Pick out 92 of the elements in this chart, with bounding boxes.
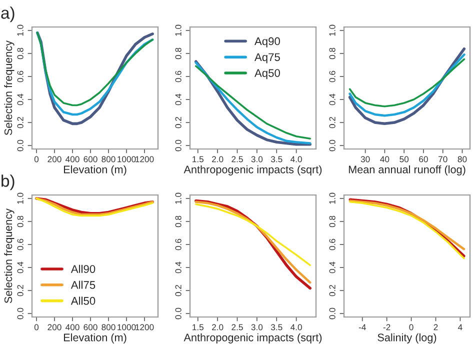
x-tick-label: 4.0	[290, 156, 302, 162]
x-tick-label: 50	[400, 156, 409, 162]
x-tick-label: 600	[84, 156, 98, 162]
x-tick-label: 2.0	[212, 156, 224, 162]
y-tick-label: 0.4	[17, 94, 24, 106]
y-tick-label: 0.8	[175, 48, 182, 60]
x-tick-label: 0	[34, 156, 39, 162]
y-tick-label: 1.0	[17, 192, 24, 204]
y-axis-title: Selection frequency	[4, 208, 14, 304]
chart-title: b)	[2, 174, 14, 190]
y-tick-label: 0.0	[17, 308, 24, 320]
legend-label: Aq75	[254, 53, 280, 64]
line-series	[195, 203, 311, 266]
x-tick-label: 30	[360, 156, 370, 162]
x-tick-label: 3.5	[270, 324, 282, 330]
y-tick-label: 0.4	[17, 262, 24, 274]
y-tick-label: 0.6	[329, 70, 336, 82]
legend-label: All75	[70, 280, 96, 289]
y-tick-label: 0.6	[175, 70, 182, 82]
y-tick-label: 0.8	[329, 216, 336, 228]
x-tick-label: 40	[380, 156, 390, 162]
x-tick-label: 3.5	[270, 156, 282, 162]
y-tick-label: 0.2	[329, 284, 336, 296]
x-tick-label: 1200	[136, 156, 154, 162]
y-tick-label: 0.6	[329, 238, 336, 250]
x-tick-label: 3.0	[251, 156, 263, 162]
x-axis-title: Anthropogenic impacts (sqrt)	[184, 165, 322, 176]
y-tick-label: 0.4	[175, 94, 182, 106]
x-tick-label: 800	[102, 324, 116, 330]
x-tick-label: 1.5	[192, 324, 204, 330]
x-tick-label: -4	[358, 324, 366, 330]
y-tick-label: 0.4	[175, 262, 182, 274]
y-tick-label: 0.0	[329, 140, 336, 152]
x-tick-label: 0	[34, 324, 39, 330]
x-tick-label: 1200	[136, 324, 154, 330]
x-tick-label: 2	[434, 324, 438, 330]
x-tick-label: 60	[419, 156, 428, 162]
legend-label: Aq50	[254, 69, 280, 80]
y-tick-label: 0.2	[175, 284, 182, 296]
y-tick-label: 0.2	[17, 116, 24, 128]
line-series	[348, 58, 466, 108]
y-tick-label: 0.8	[329, 48, 336, 60]
x-tick-label: 80	[458, 156, 467, 162]
y-axis-title: Selection frequency	[4, 40, 14, 136]
x-tick-label: 2.0	[212, 324, 224, 330]
x-tick-label: 4.0	[290, 324, 302, 330]
y-tick-label: 0.8	[17, 48, 24, 60]
y-tick-label: 0.2	[17, 284, 24, 296]
x-tick-label: 0	[409, 324, 414, 330]
x-tick-label: 1000	[118, 156, 136, 162]
x-tick-label: 2.5	[232, 324, 243, 330]
legend-label: All90	[70, 264, 96, 273]
y-tick-label: 0.8	[175, 216, 182, 228]
legend-label: Aq90	[254, 37, 280, 48]
x-tick-label: 4	[458, 324, 462, 330]
x-tick-label: 1000	[118, 324, 136, 330]
y-tick-label: 0.2	[329, 116, 336, 128]
x-tick-label: 1.5	[192, 156, 204, 162]
x-tick-label: 800	[102, 156, 116, 162]
y-tick-label: 1.0	[329, 192, 336, 204]
y-tick-label: 0.0	[17, 140, 24, 152]
y-tick-label: 1.0	[175, 192, 182, 204]
legend-label: All50	[70, 296, 96, 305]
chart-title: a)	[1, 6, 14, 22]
x-tick-label: 400	[66, 156, 80, 162]
x-tick-label: 600	[84, 324, 98, 330]
y-tick-label: 0.6	[17, 238, 24, 250]
y-tick-label: 0.0	[175, 308, 182, 320]
x-axis-title: Anthropogenic impacts (sqrt)	[184, 333, 322, 344]
x-tick-label: 70	[438, 156, 448, 162]
y-tick-label: 0.0	[175, 140, 182, 152]
x-tick-label: 2.5	[232, 156, 243, 162]
y-tick-label: 1.0	[329, 24, 336, 36]
x-axis-title: Elevation (m)	[64, 165, 126, 176]
x-axis-title: Elevation (m)	[64, 333, 126, 344]
x-tick-label: -2	[383, 324, 390, 330]
y-tick-label: 0.8	[17, 216, 24, 228]
line-series	[348, 53, 466, 117]
x-tick-label: 3.0	[251, 324, 263, 330]
y-tick-label: 1.0	[17, 24, 24, 36]
x-axis-title: Mean annual runoff (log)	[348, 165, 466, 176]
y-tick-label: 0.4	[329, 262, 336, 274]
y-tick-label: 0.0	[329, 308, 336, 320]
y-tick-label: 1.0	[175, 24, 182, 36]
x-tick-label: 200	[48, 324, 62, 330]
y-tick-label: 0.2	[175, 116, 182, 128]
y-tick-label: 0.6	[175, 238, 182, 250]
y-tick-label: 0.4	[329, 94, 336, 106]
y-tick-label: 0.6	[17, 70, 24, 82]
x-tick-label: 200	[48, 156, 62, 162]
x-tick-label: 400	[66, 324, 80, 330]
x-axis-title: Salinity (log)	[378, 333, 436, 344]
